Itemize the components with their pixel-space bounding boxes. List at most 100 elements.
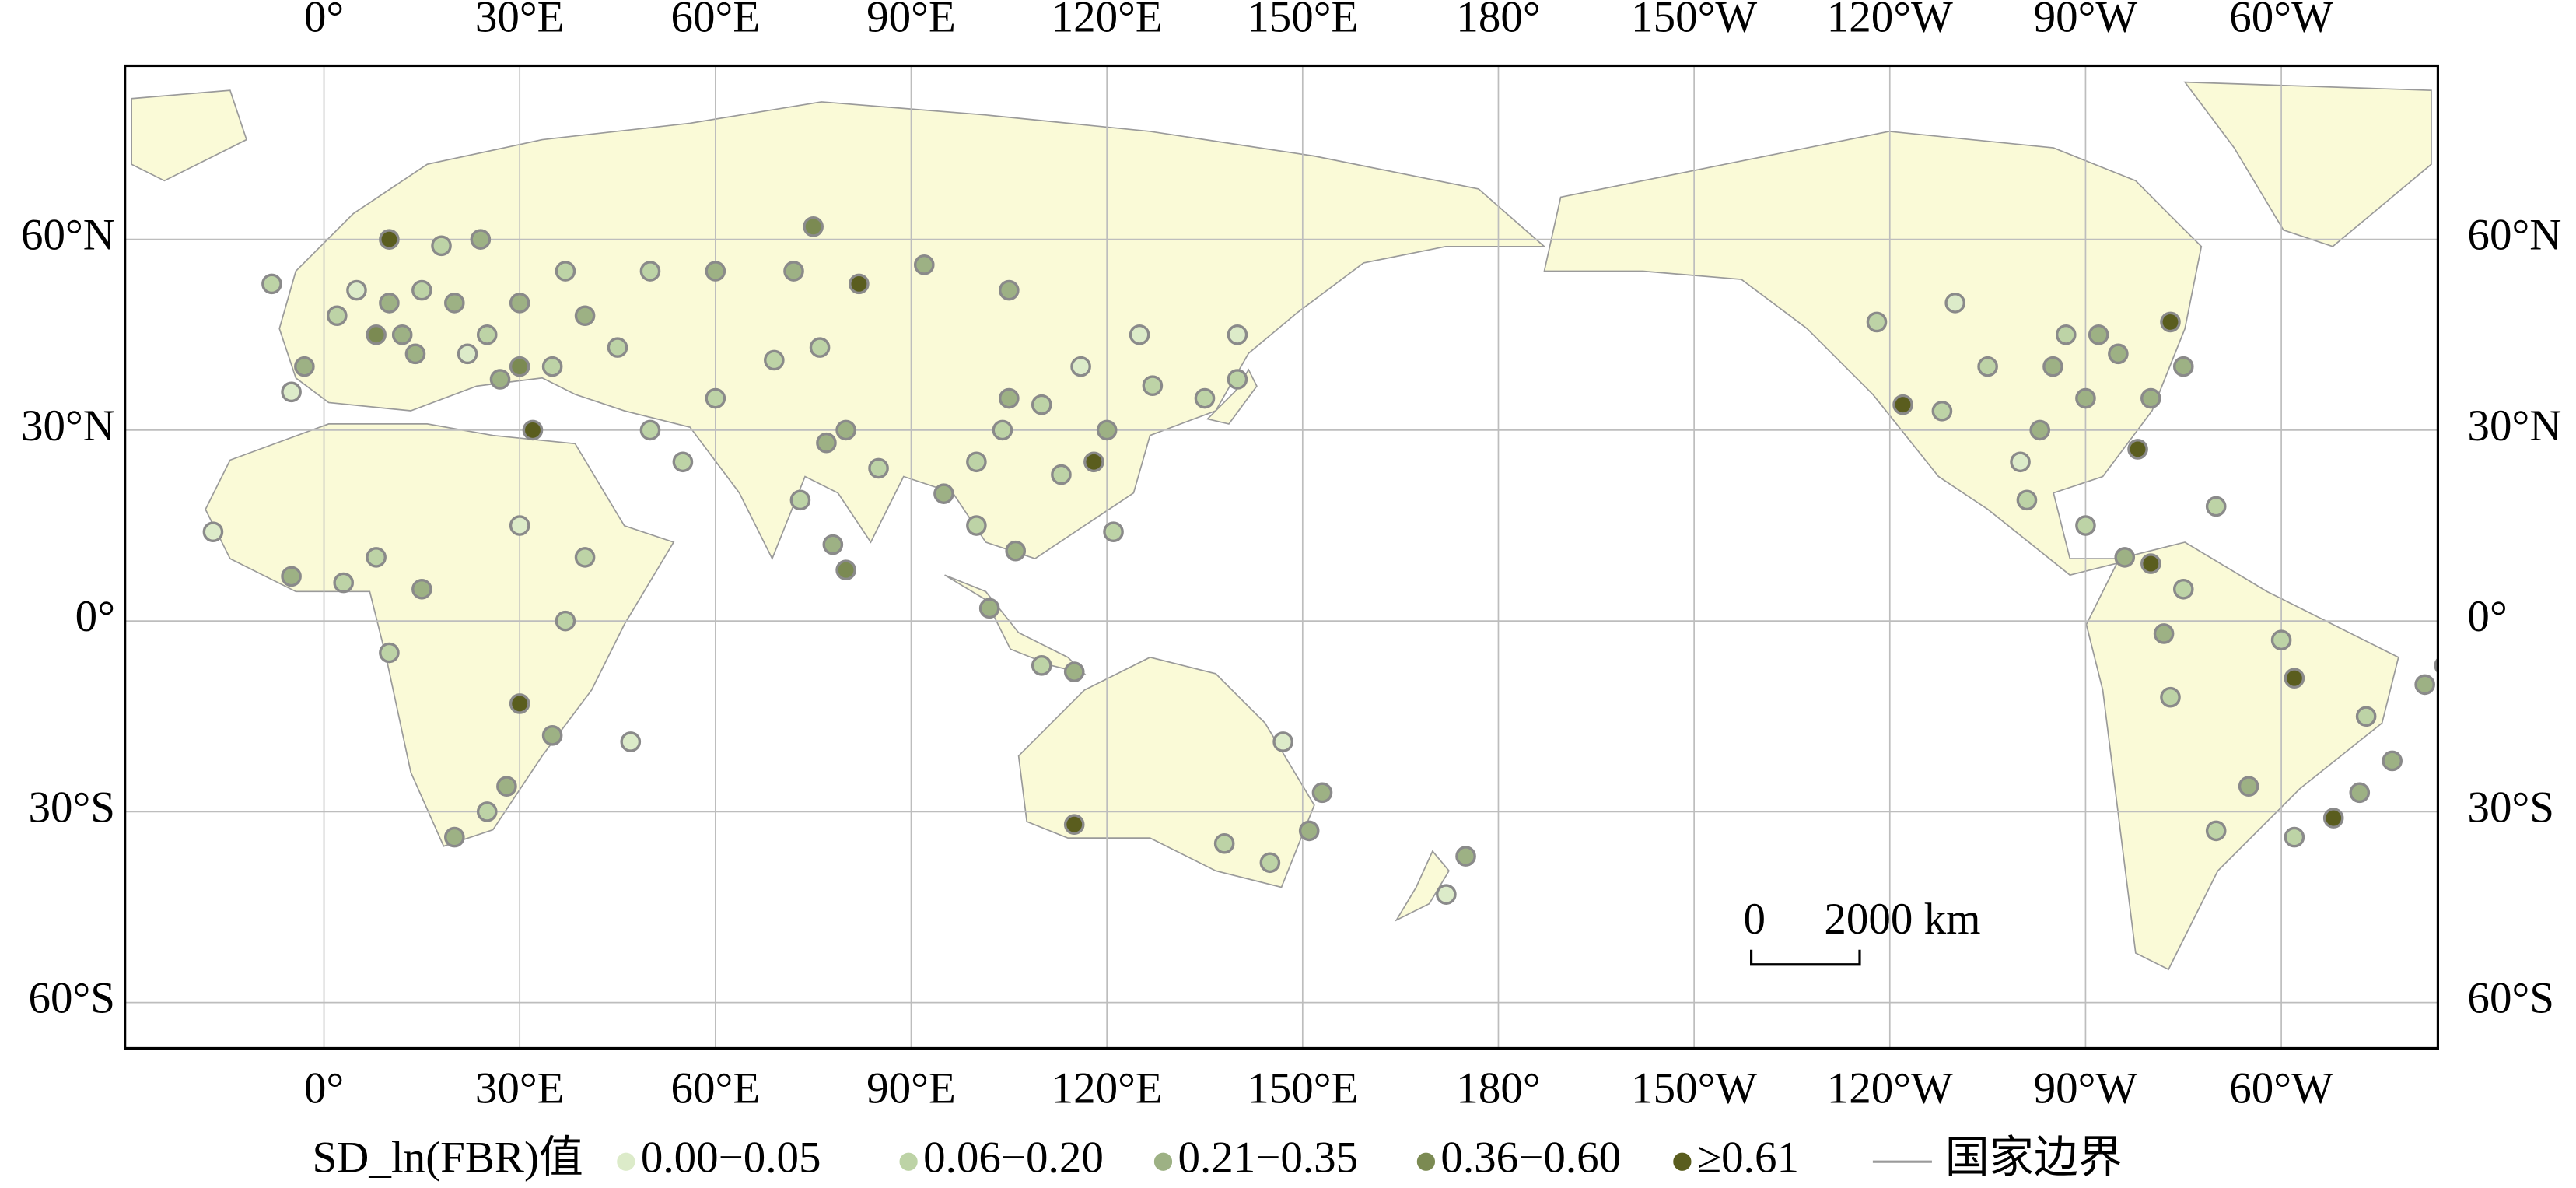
site [2055, 324, 2077, 345]
x-tick-label-top: 120°E [1052, 0, 1163, 42]
x-tick-label-top: 120°W [1827, 0, 1953, 42]
site [411, 279, 432, 301]
site [411, 578, 432, 600]
site [2382, 750, 2403, 772]
site [672, 451, 694, 473]
site [366, 324, 387, 345]
site [978, 598, 1000, 619]
site [2349, 782, 2371, 804]
y-tick-label-right: 60°S [2467, 974, 2554, 1023]
site [379, 293, 400, 314]
x-tick-label-bottom: 150°E [1247, 1064, 1358, 1113]
site [1227, 369, 1248, 390]
south-america [2085, 541, 2399, 971]
site [346, 279, 367, 301]
site [809, 337, 831, 358]
legend-boundary-label: 国家边界 [1945, 1133, 2123, 1182]
x-tick-label-top: 0° [304, 0, 344, 42]
europe-north [131, 89, 248, 182]
site [333, 572, 355, 594]
site [1063, 814, 1085, 836]
site [541, 356, 563, 377]
site [2016, 489, 2038, 511]
site [2238, 776, 2259, 797]
site [1129, 324, 1150, 345]
legend-swatch [1153, 1152, 1173, 1171]
site [281, 566, 302, 587]
site [2075, 515, 2096, 536]
y-tick-label-right: 0° [2467, 592, 2507, 641]
legend-title: SD_ln(FBR)值 [312, 1133, 583, 1182]
site [992, 419, 1013, 441]
site [294, 356, 315, 377]
y-tick-label-right: 60°N [2467, 211, 2561, 260]
x-tick-label-top: 90°W [2034, 0, 2138, 42]
site [443, 826, 465, 848]
site [933, 483, 954, 504]
site [2172, 578, 2194, 600]
site [1194, 387, 1216, 409]
legend-label: 0.00−0.05 [641, 1133, 821, 1182]
site [1866, 311, 1888, 333]
x-tick-label-bottom: 60°E [671, 1064, 761, 1113]
site [261, 273, 282, 295]
site [835, 559, 856, 581]
y-tick-label-left: 60°S [28, 974, 115, 1023]
australia [1017, 656, 1315, 888]
site [639, 261, 661, 282]
x-tick-label-top: 30°E [475, 0, 565, 42]
site [2127, 439, 2148, 460]
site [2010, 451, 2031, 473]
site [2284, 826, 2305, 848]
site [541, 724, 563, 746]
site [966, 515, 987, 536]
site [431, 235, 452, 257]
site [835, 419, 856, 441]
x-tick-label-bottom: 180° [1456, 1064, 1540, 1113]
site [1213, 832, 1235, 854]
x-tick-label-bottom: 120°E [1052, 1064, 1163, 1113]
x-tick-label-bottom: 150°W [1631, 1064, 1757, 1113]
site [803, 216, 824, 237]
africa [205, 423, 675, 847]
y-tick-label-right: 30°N [2467, 401, 2561, 450]
site [705, 261, 726, 282]
site [1977, 356, 1998, 377]
greenland [2183, 81, 2432, 247]
site [1455, 846, 1476, 867]
site [2414, 674, 2435, 696]
site [281, 381, 302, 403]
site [1142, 375, 1164, 396]
site [470, 229, 492, 250]
site [2088, 324, 2109, 345]
site [391, 324, 413, 345]
site [1005, 540, 1027, 562]
site [2270, 629, 2292, 650]
y-tick-label-left: 60°N [21, 211, 115, 260]
site [476, 801, 498, 822]
site [1070, 356, 1091, 377]
site [489, 369, 511, 390]
site [1892, 394, 1913, 415]
x-tick-label-top: 150°E [1247, 0, 1358, 42]
legend-label: 0.06−0.20 [923, 1133, 1104, 1182]
site [816, 432, 837, 454]
site [2322, 808, 2344, 829]
legend-swatch [899, 1152, 918, 1171]
site [404, 343, 426, 365]
site [2205, 820, 2227, 842]
site [1944, 293, 1965, 314]
site [2172, 356, 2194, 377]
site [443, 293, 465, 314]
legend-swatch [1416, 1152, 1436, 1171]
sites [202, 216, 2438, 905]
site [639, 419, 661, 441]
legend-label: 0.21−0.35 [1178, 1133, 1358, 1182]
site [509, 515, 530, 536]
site [607, 337, 628, 358]
site [1103, 521, 1124, 542]
scale-bar-line [1750, 949, 1861, 966]
site [2029, 419, 2051, 441]
site [574, 547, 596, 568]
